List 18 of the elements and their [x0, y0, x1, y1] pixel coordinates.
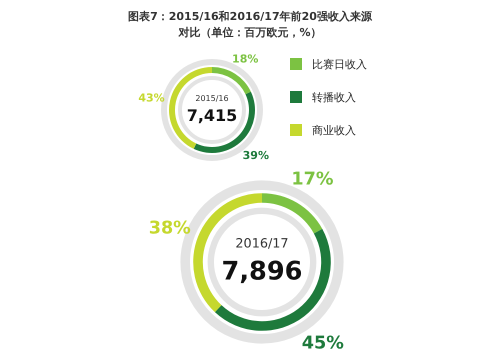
text: 2015/16 [195, 94, 229, 103]
data-label: 18% [232, 52, 258, 66]
data-label: 17% [291, 170, 334, 190]
data-label: 38% [148, 218, 192, 238]
legend-label: 商业收入 [312, 124, 356, 137]
text: 2016/17 [235, 236, 289, 252]
text: 7,415 [186, 106, 238, 125]
data-label: 45% [302, 333, 344, 354]
chart-subtitle: 对比（单位：百万欧元，%） [177, 26, 322, 39]
legend-label: 转播收入 [312, 91, 356, 104]
text: 7,896 [222, 256, 302, 287]
donut-slice [212, 67, 251, 94]
chart-title: 图表7：2015/16和2016/17年前20强收入来源 [128, 10, 373, 23]
donut-slice [262, 193, 322, 234]
data-label: 39% [242, 148, 270, 162]
legend-label: 比赛日收入 [312, 58, 367, 71]
donut-slice [214, 228, 331, 331]
data-label: 43% [138, 91, 165, 104]
